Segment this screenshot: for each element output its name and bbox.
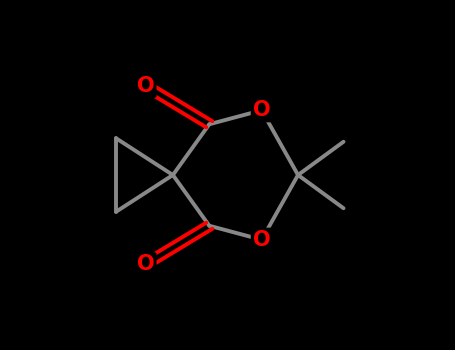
Text: O: O xyxy=(253,230,270,250)
Text: O: O xyxy=(137,76,154,96)
Text: O: O xyxy=(137,254,154,274)
Text: O: O xyxy=(253,100,270,120)
